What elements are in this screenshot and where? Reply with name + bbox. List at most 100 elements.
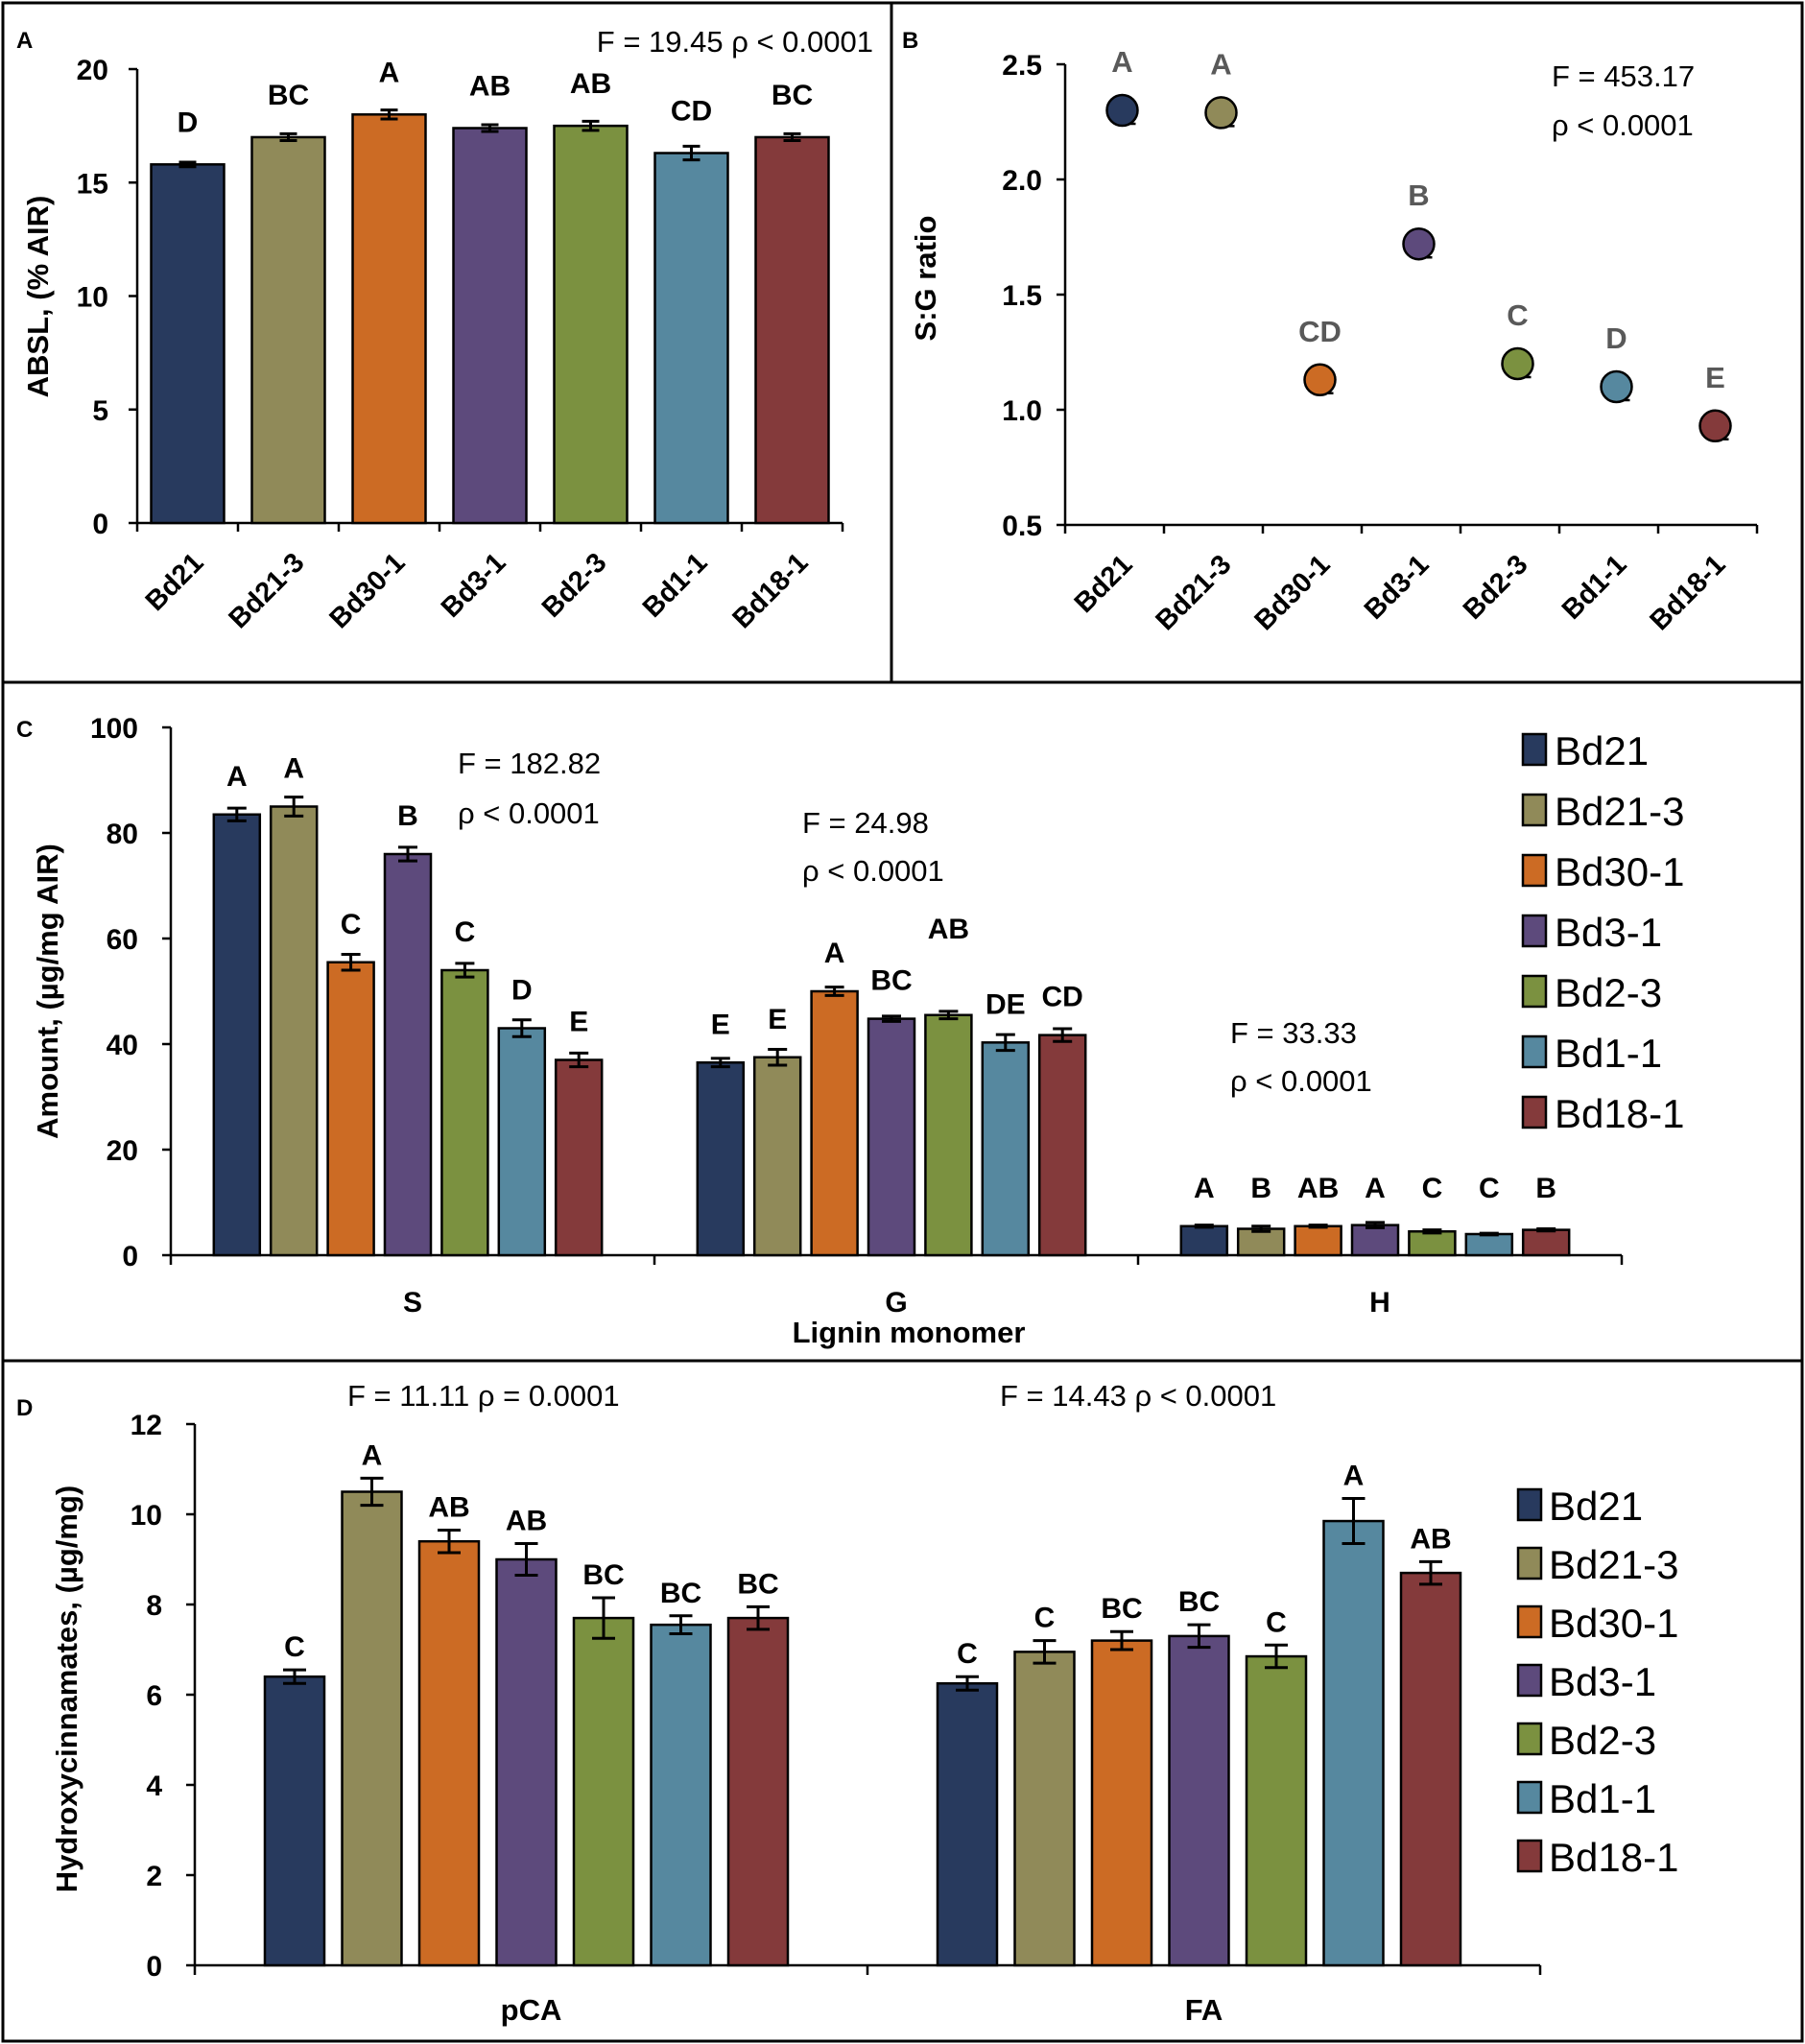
y-tick-label-c: 0 [122, 1241, 138, 1272]
y-tick-label-d: 12 [131, 1410, 162, 1441]
bar-S-Bd3-1 [383, 852, 433, 1257]
bar-G-Bd21 [696, 1061, 746, 1257]
bar-pCA-Bd1-1 [650, 1623, 712, 1967]
bar-S-Bd1-1 [497, 1027, 547, 1257]
significance-letter-G-Bd21: E [711, 1009, 730, 1040]
bar-H-Bd2-3 [1408, 1230, 1457, 1257]
significance-letter-S-Bd21: A [226, 761, 248, 793]
stat-FA: F = 14.43 ρ < 0.0001 [1000, 1379, 1276, 1413]
significance-letter-S-Bd21-3: A [283, 753, 304, 785]
panel-a-bar-chart: A 0 5 10 15 20 ABSL, (% AIR) D Bd21 BC Bd21-3 A Bd30… [16, 25, 873, 634]
significance-letter-S-Bd18-1: E [569, 1007, 588, 1038]
significance-letter-Bd2-3: AB [570, 68, 611, 100]
stat-H-line-2: ρ < 0.0001 [1230, 1064, 1372, 1098]
x-tick-label-Bd1-1: Bd1-1 [637, 547, 714, 624]
y-tick-label-c: 60 [107, 924, 138, 956]
point-Bd2-3 [1501, 346, 1534, 381]
x-tick-label-Bd1-1: Bd1-1 [1556, 549, 1633, 626]
y-tick-label-b: 2.5 [1002, 50, 1042, 82]
group-label-H: H [1369, 1287, 1390, 1319]
significance-letter-H-Bd1-1: C [1479, 1173, 1500, 1204]
x-tick-label-Bd3-1: Bd3-1 [436, 547, 512, 624]
significance-letter-Bd3-1: B [1408, 178, 1429, 212]
y-tick-label-d: 4 [146, 1771, 162, 1802]
y-axis-title-a: ABSL, (% AIR) [21, 196, 55, 398]
x-tick-label-Bd18-1: Bd18-1 [1644, 549, 1731, 636]
bar-H-Bd21 [1179, 1224, 1229, 1257]
legend-swatch-d-Bd2-3 [1516, 1722, 1543, 1756]
stat-H-line-1: F = 33.33 [1230, 1016, 1357, 1050]
bar-G-Bd2-3 [924, 1013, 973, 1257]
significance-letter-Bd21: A [1111, 45, 1132, 79]
significance-letter-H-Bd3-1: A [1365, 1173, 1386, 1204]
bar-H-Bd3-1 [1350, 1224, 1400, 1257]
bar-S-Bd21-3 [269, 805, 319, 1257]
x-tick-label-Bd2-3: Bd2-3 [536, 547, 613, 624]
x-tick-label-Bd21-3: Bd21-3 [1150, 549, 1237, 636]
stat-a: F = 19.45 ρ < 0.0001 [597, 25, 873, 59]
panel-label-d: D [16, 1395, 33, 1421]
x-tick-label-Bd2-3: Bd2-3 [1458, 549, 1534, 626]
significance-letter-pCA-Bd18-1: BC [737, 1568, 778, 1600]
significance-letter-G-Bd21-3: E [768, 1004, 787, 1035]
bar-G-Bd3-1 [867, 1017, 916, 1257]
bar-FA-Bd1-1 [1322, 1519, 1385, 1967]
bar-H-Bd30-1 [1294, 1224, 1342, 1257]
bar-Bd1-1 [653, 152, 729, 525]
legend-swatch-d-Bd21-3 [1516, 1546, 1543, 1581]
bar-G-Bd1-1 [981, 1041, 1031, 1257]
significance-letter-S-Bd2-3: C [455, 916, 476, 948]
significance-letter-H-Bd18-1: B [1535, 1173, 1556, 1204]
y-tick-label-a: 20 [77, 55, 108, 86]
y-tick-label-d: 0 [146, 1951, 162, 1983]
y-tick-label-c: 100 [90, 713, 138, 745]
legend-label-d-Bd2-3: Bd2-3 [1549, 1718, 1656, 1763]
significance-letter-Bd2-3: C [1507, 298, 1528, 332]
bar-FA-Bd21 [936, 1682, 999, 1967]
x-tick-label-Bd18-1: Bd18-1 [726, 547, 814, 634]
significance-letter-FA-Bd21-3: C [1034, 1603, 1056, 1634]
bar-pCA-Bd21 [263, 1675, 326, 1967]
bar-Bd21-3 [250, 135, 326, 525]
panel-label-b: B [902, 28, 918, 54]
y-axis-title-d: Hydroxycinnamates, (µg/mg) [50, 1485, 83, 1892]
significance-letter-H-Bd30-1: AB [1297, 1173, 1339, 1204]
bar-pCA-Bd18-1 [726, 1616, 790, 1967]
significance-letter-G-Bd18-1: CD [1042, 982, 1083, 1013]
point-Bd30-1 [1303, 363, 1337, 397]
legend-label-d-Bd1-1: Bd1-1 [1549, 1776, 1656, 1821]
significance-letter-FA-Bd30-1: BC [1101, 1593, 1142, 1625]
legend-swatch-c-Bd18-1 [1521, 1095, 1548, 1129]
point-Bd3-1 [1402, 226, 1436, 261]
significance-letter-Bd18-1: BC [772, 80, 813, 111]
legend-label-d-Bd21-3: Bd21-3 [1549, 1542, 1678, 1587]
y-tick-label-c: 80 [107, 819, 138, 850]
x-tick-label-Bd21: Bd21 [140, 547, 210, 617]
bar-S-Bd30-1 [326, 961, 375, 1257]
stat-b-line-1: F = 453.17 [1552, 59, 1695, 93]
stat-pCA: F = 11.11 ρ = 0.0001 [347, 1379, 620, 1413]
y-tick-label-d: 8 [146, 1590, 162, 1622]
y-tick-label-b: 0.5 [1002, 511, 1042, 542]
significance-letter-FA-Bd21: C [957, 1638, 978, 1670]
significance-letter-pCA-Bd1-1: BC [660, 1578, 701, 1609]
y-tick-label-a: 15 [77, 168, 108, 200]
legend-swatch-c-Bd21 [1521, 732, 1548, 767]
bar-Bd2-3 [553, 124, 629, 525]
legend-label-d-Bd18-1: Bd18-1 [1549, 1835, 1678, 1880]
bar-FA-Bd3-1 [1168, 1634, 1230, 1967]
group-label-FA: FA [1185, 1993, 1223, 2027]
legend-swatch-d-Bd21 [1516, 1487, 1543, 1522]
y-tick-label-a: 5 [92, 395, 108, 427]
legend-swatch-c-Bd2-3 [1521, 974, 1548, 1009]
legend-swatch-d-Bd30-1 [1516, 1604, 1543, 1639]
legend-label-c-Bd30-1: Bd30-1 [1555, 849, 1684, 894]
legend-label-c-Bd18-1: Bd18-1 [1555, 1091, 1684, 1136]
significance-letter-G-Bd3-1: BC [870, 965, 912, 997]
significance-letter-FA-Bd1-1: A [1343, 1461, 1365, 1492]
legend-swatch-c-Bd3-1 [1521, 914, 1548, 948]
significance-letter-pCA-Bd30-1: AB [428, 1491, 469, 1523]
panel-b-scatter-chart: B0.51.01.52.02.5S:G ratioABd21ABd21-3CDB… [902, 28, 1759, 636]
